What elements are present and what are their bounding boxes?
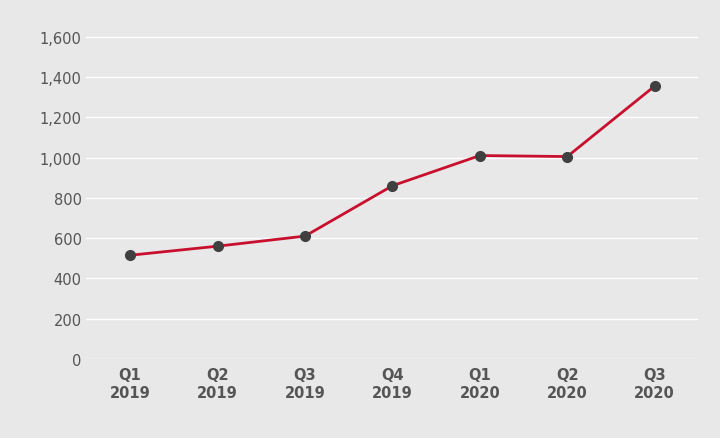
Point — [212, 243, 223, 250]
Point — [649, 83, 660, 90]
Point — [474, 153, 485, 160]
Point — [125, 252, 136, 259]
Point — [562, 154, 573, 161]
Point — [300, 233, 311, 240]
Point — [387, 183, 398, 190]
